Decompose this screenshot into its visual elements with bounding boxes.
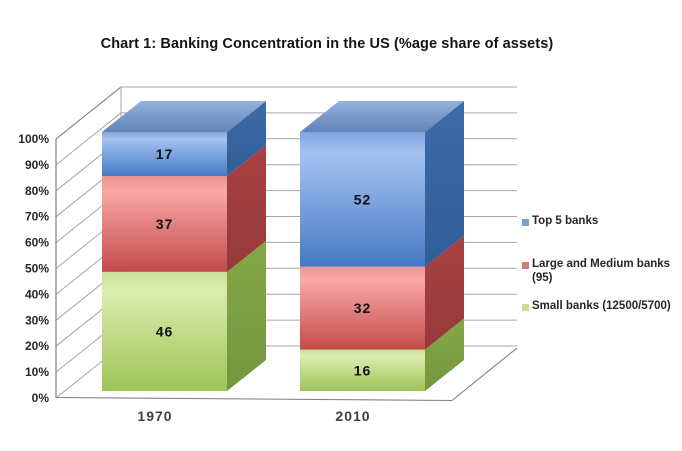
legend-item-small-banks[interactable]: Small banks (12500/5700) [522, 300, 671, 314]
y-axis-tick-label: 90% [25, 158, 49, 172]
bar-label-1970-large-medium-banks: 37 [156, 216, 174, 232]
y-axis-tick-label: 80% [25, 184, 49, 198]
y-axis-tick-label: 100% [18, 132, 49, 146]
legend-swatch-icon-top-5-banks [522, 218, 529, 226]
bar-segment-2010-large-medium-banks-side[interactable] [425, 235, 464, 350]
floor-front-edge [55, 396, 453, 402]
bar-segment-1970-large-medium-banks-side[interactable] [227, 145, 266, 272]
bar-label-1970-small-banks: 46 [156, 323, 174, 339]
bar-segment-1970-top-5-banks-top[interactable] [102, 101, 266, 132]
bar-segment-2010-small-banks-side[interactable] [425, 318, 464, 391]
bar-label-2010-large-medium-banks: 32 [354, 300, 372, 316]
legend-label-large-medium-banks: Large and Medium banks (95) [532, 258, 671, 284]
x-axis-category-label: 1970 [137, 408, 172, 424]
bar-segment-2010-small-banks-front[interactable] [300, 349, 425, 391]
bar-label-2010-small-banks: 16 [354, 362, 372, 378]
bar-segment-1970-small-banks-side[interactable] [227, 240, 266, 391]
legend-item-large-medium-banks[interactable]: Large and Medium banks (95) [522, 258, 670, 285]
y-axis-tick-label: 30% [25, 313, 49, 327]
bar-segment-1970-top-5-banks-front[interactable] [102, 132, 227, 177]
chart-title: Chart 1: Banking Concentration in the US… [100, 36, 554, 52]
legend-swatch-icon-large-medium-banks [522, 261, 529, 269]
bar-segment-2010-top-5-banks-front[interactable] [300, 132, 425, 267]
y-axis-tick-label: 20% [25, 339, 49, 353]
bar-label-2010-top-5-banks: 52 [354, 191, 372, 207]
y-axis-tick-label: 10% [25, 365, 49, 379]
left-wall-top-edge [55, 86, 122, 140]
bar-segment-1970-large-medium-banks-front[interactable] [102, 176, 227, 272]
legend-item-top-5-banks[interactable]: Top 5 banks [522, 215, 598, 229]
floor-right-edge [451, 347, 518, 401]
y-axis-tick-label: 40% [25, 287, 49, 301]
y-axis-tick-label: 60% [25, 236, 49, 250]
legend-label-small-banks: Small banks (12500/5700) [532, 300, 671, 312]
legend-label-top-5-banks: Top 5 banks [532, 215, 599, 227]
y-axis-tick-label: 70% [25, 210, 49, 224]
x-axis-category-label: 2010 [335, 408, 370, 424]
bar-segment-2010-top-5-banks-side[interactable] [425, 101, 464, 267]
y-axis-tick-label: 0% [32, 391, 50, 405]
legend-swatch-icon-small-banks [522, 303, 529, 311]
bar-segment-2010-large-medium-banks-front[interactable] [300, 266, 425, 350]
y-axis-tick-label: 50% [25, 262, 49, 276]
bar-segment-2010-top-5-banks-top[interactable] [300, 101, 464, 132]
bar-segment-1970-small-banks-front[interactable] [102, 271, 227, 391]
bar-segment-1970-top-5-banks-side[interactable] [227, 101, 266, 177]
left-wall-diagonal [55, 112, 122, 166]
bar-label-1970-top-5-banks: 17 [156, 146, 174, 162]
